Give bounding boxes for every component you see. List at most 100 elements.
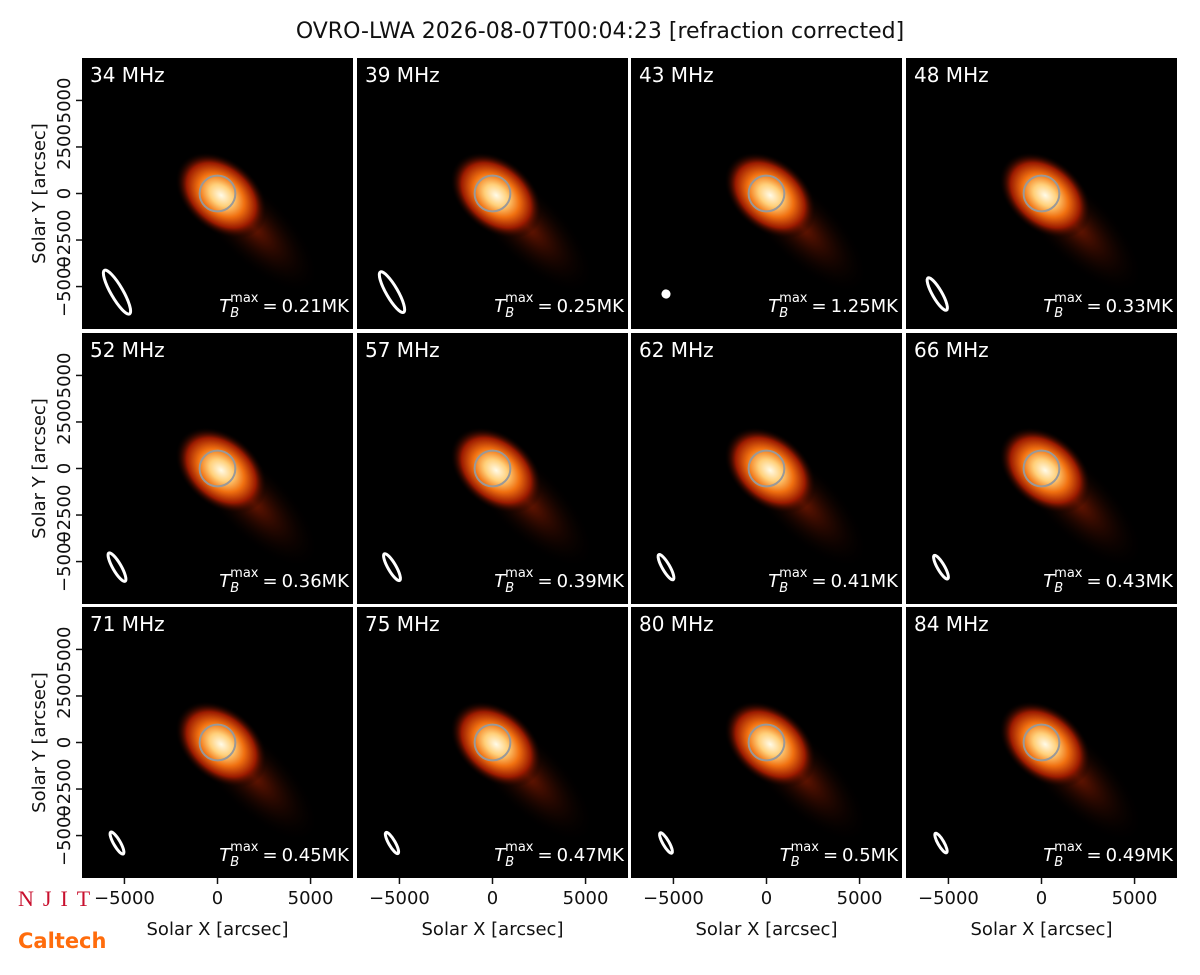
y-tick-label: −5000 — [54, 531, 75, 592]
solar-disk — [1022, 449, 1061, 488]
frequency-label: 66 MHz — [914, 338, 989, 362]
tb-sub: B — [1054, 855, 1063, 870]
tb-max-label: TBmax = 0.5MK — [780, 840, 900, 870]
solar-disk — [1022, 174, 1061, 213]
logo: NJIT — [18, 886, 99, 911]
solar-disk — [198, 723, 237, 762]
emission — [450, 152, 543, 239]
panel — [906, 58, 1177, 329]
tb-value: 0.43MK — [1106, 571, 1175, 592]
beam — [925, 276, 949, 312]
beam — [383, 830, 401, 856]
beam — [658, 831, 674, 855]
frequency-label: 39 MHz — [365, 63, 440, 87]
y-axis-label: Solar Y [arcsec] — [29, 672, 50, 813]
x-tick-label: −5000 — [643, 888, 704, 909]
beam — [933, 831, 949, 855]
tb-value: 0.41MK — [831, 571, 900, 592]
tb-sub: B — [779, 306, 788, 321]
x-axis-label: Solar X [arcsec] — [696, 919, 838, 940]
tb-eq: = — [537, 845, 552, 866]
panel — [906, 607, 1177, 878]
tb-max-label: TBmax = 0.45MK — [219, 840, 350, 870]
x-tick-label: 0 — [1036, 888, 1047, 909]
tb-eq: = — [823, 845, 838, 866]
tb-max-label: TBmax = 1.25MK — [768, 291, 899, 321]
tb-value: 0.47MK — [557, 845, 626, 866]
tb-symbol: T — [1043, 296, 1056, 317]
tb-max-label: TBmax = 0.33MK — [1043, 291, 1174, 321]
tb-eq: = — [1086, 571, 1101, 592]
tb-sup: max — [1054, 566, 1083, 581]
tb-sub: B — [230, 855, 239, 870]
logo: Caltech — [18, 929, 106, 953]
solar-disk — [747, 174, 786, 213]
panel — [82, 333, 353, 604]
tb-value: 0.45MK — [282, 845, 351, 866]
tb-symbol: T — [219, 571, 232, 592]
tb-value: 0.21MK — [282, 296, 351, 317]
tb-max-label: TBmax = 0.21MK — [219, 291, 350, 321]
y-tick-label: 5000 — [54, 353, 75, 399]
tb-max-label: TBmax = 0.49MK — [1043, 840, 1174, 870]
emission — [999, 701, 1092, 788]
frequency-label: 62 MHz — [639, 338, 714, 362]
panel — [906, 333, 1177, 604]
y-tick-label: −2500 — [54, 210, 75, 271]
tb-symbol: T — [494, 296, 507, 317]
tb-eq: = — [262, 845, 277, 866]
tb-value: 1.25MK — [831, 296, 900, 317]
tb-symbol: T — [1043, 571, 1056, 592]
y-tick-label: −2500 — [54, 485, 75, 546]
tb-value: 0.33MK — [1106, 296, 1175, 317]
tb-eq: = — [811, 571, 826, 592]
tb-sup: max — [779, 566, 808, 581]
tb-sup: max — [779, 291, 808, 306]
tb-sub: B — [1054, 581, 1063, 596]
tb-sub: B — [230, 581, 239, 596]
y-axis-label: Solar Y [arcsec] — [29, 123, 50, 264]
tb-max-label: TBmax = 0.36MK — [219, 566, 350, 596]
solar-disk — [747, 723, 786, 762]
emission — [999, 427, 1092, 514]
solar-disk — [747, 449, 786, 488]
tb-sup: max — [505, 840, 534, 855]
emission — [175, 152, 268, 239]
x-tick-label: 0 — [761, 888, 772, 909]
y-tick-label: −5000 — [54, 805, 75, 866]
tb-symbol: T — [494, 571, 507, 592]
tb-max-label: TBmax = 0.43MK — [1043, 566, 1174, 596]
frequency-label: 43 MHz — [639, 63, 714, 87]
beam — [108, 830, 126, 856]
tb-symbol: T — [768, 571, 781, 592]
x-tick-label: 5000 — [563, 888, 609, 909]
y-tick-label: −2500 — [54, 759, 75, 820]
y-tick-label: 0 — [54, 188, 75, 199]
panel — [631, 333, 902, 604]
tb-value: 0.49MK — [1106, 845, 1175, 866]
tb-sub: B — [505, 306, 514, 321]
emission — [175, 427, 268, 514]
frequency-label: 57 MHz — [365, 338, 440, 362]
tb-value: 0.39MK — [557, 571, 626, 592]
tb-max-label: TBmax = 0.41MK — [768, 566, 899, 596]
x-axis-label: Solar X [arcsec] — [422, 919, 564, 940]
frequency-label: 52 MHz — [90, 338, 165, 362]
tb-symbol: T — [219, 845, 232, 866]
tb-sup: max — [1054, 291, 1083, 306]
tb-sup: max — [1054, 840, 1083, 855]
panel — [631, 58, 902, 329]
beam — [382, 552, 402, 583]
y-tick-label: 2500 — [54, 399, 75, 445]
solar-disk — [1022, 723, 1061, 762]
beam — [377, 270, 407, 315]
tb-symbol: T — [219, 296, 232, 317]
tb-sub: B — [1054, 306, 1063, 321]
tb-sup: max — [230, 291, 259, 306]
x-tick-label: 5000 — [1112, 888, 1158, 909]
emission — [999, 152, 1092, 239]
solar-disk — [198, 449, 237, 488]
frequency-label: 84 MHz — [914, 612, 989, 636]
tb-sub: B — [791, 855, 800, 870]
emission — [724, 701, 817, 788]
